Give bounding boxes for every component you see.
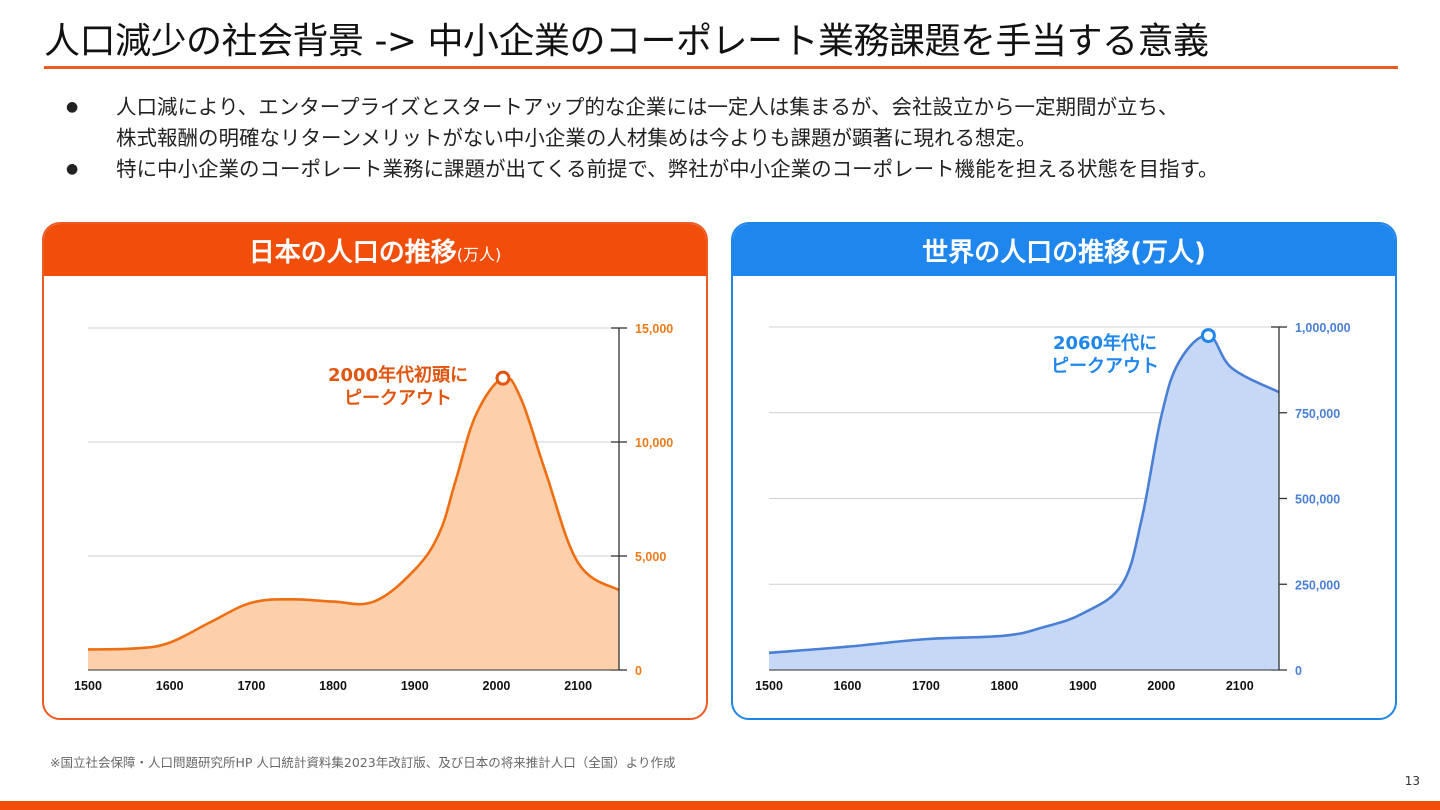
y-tick-label: 500,000 xyxy=(1295,493,1340,507)
y-tick-label: 5,000 xyxy=(635,550,666,564)
peak-annotation: 2060年代に xyxy=(1053,332,1157,354)
area-fill xyxy=(88,377,619,670)
x-tick-label: 1900 xyxy=(1069,679,1097,693)
y-tick-label: 750,000 xyxy=(1295,407,1340,421)
x-tick-label: 2100 xyxy=(1226,679,1254,693)
bullet-dot-icon: ● xyxy=(66,161,79,177)
bullet-list: ● 人口減により、エンタープライズとスタートアップ的な企業には一定人は集まるが、… xyxy=(60,92,1430,185)
world-population-panel: 世界の人口の推移(万人) 0 250,000 500,000 750,000 1,000… xyxy=(731,222,1397,720)
peak-marker xyxy=(1200,328,1216,344)
x-tick-label: 1700 xyxy=(237,679,265,693)
y-tick-label: 250,000 xyxy=(1295,578,1340,592)
bullet-text: 株式報酬の明確なリターンメリットがない中小企業の人材集めは今よりも課題が顕著に現… xyxy=(116,126,1037,150)
japan-panel-header: 日本の人口の推移 (万人) xyxy=(44,224,706,276)
x-tick-label: 1900 xyxy=(401,679,429,693)
source-footnote: ※国立社会保障・人口問題研究所HP 人口統計資料集2023年改訂版、及び日本の将… xyxy=(50,755,676,770)
series-line xyxy=(87,376,620,651)
x-tick-label: 1700 xyxy=(912,679,940,693)
x-tick-label: 1500 xyxy=(755,679,783,693)
x-tick-label: 2000 xyxy=(1147,679,1175,693)
peak-annotation: ピークアウト xyxy=(1051,356,1159,377)
x-tick-label: 1500 xyxy=(74,679,102,693)
x-tick-label: 1600 xyxy=(156,679,184,693)
title-underline xyxy=(44,66,1398,69)
japan-panel-title: 日本の人口の推移 xyxy=(248,237,457,268)
x-tick-label: 1800 xyxy=(990,679,1018,693)
world-panel-header: 世界の人口の推移(万人) xyxy=(733,224,1395,276)
bottom-accent-bar xyxy=(0,801,1440,810)
peak-marker xyxy=(495,370,511,386)
y-tick-label: 0 xyxy=(635,664,642,678)
x-tick-label: 1800 xyxy=(319,679,347,693)
japan-panel-unit: (万人) xyxy=(456,245,502,264)
bullet-item: ● 人口減により、エンタープライズとスタートアップ的な企業には一定人は集まるが、… xyxy=(60,92,1430,154)
x-tick-label: 2100 xyxy=(564,679,592,693)
y-tick-label: 15,000 xyxy=(635,322,673,336)
peak-annotation: 2000年代初頭に xyxy=(328,364,468,386)
bullet-item: ● 特に中小企業のコーポレート業務に課題が出てくる前提で、弊社が中小企業のコーポ… xyxy=(60,154,1430,185)
japan-population-chart: 0 5,000 10,000 15,000 1500 1600 1700 1800 1900 20… xyxy=(74,322,673,693)
y-tick-label: 1,000,000 xyxy=(1295,321,1351,335)
bullet-text: 特に中小企業のコーポレート業務に課題が出てくる前提で、弊社が中小企業のコーポレー… xyxy=(116,157,1219,181)
world-panel-title: 世界の人口の推移(万人) xyxy=(922,237,1206,268)
y-tick-label: 0 xyxy=(1295,664,1302,678)
world-population-chart: 0 250,000 500,000 750,000 1,000,000 1500 1600 1… xyxy=(755,321,1351,693)
area-fill xyxy=(769,335,1279,670)
x-tick-label: 2000 xyxy=(483,679,511,693)
japan-population-panel: 日本の人口の推移 (万人) 0 5,000 10,000 15,000 1500 1600 1… xyxy=(42,222,708,720)
bullet-text: 人口減により、エンタープライズとスタートアップ的な企業には一定人は集まるが、会社… xyxy=(116,95,1179,119)
slide-title: 人口減少の社会背景 -> 中小企業のコーポレート業務課題を手当する意義 xyxy=(44,21,1209,62)
x-tick-label: 1600 xyxy=(834,679,862,693)
y-tick-label: 10,000 xyxy=(635,436,673,450)
page-number: 13 xyxy=(1404,774,1420,788)
bullet-dot-icon: ● xyxy=(66,99,79,115)
peak-annotation: ピークアウト xyxy=(344,388,452,409)
